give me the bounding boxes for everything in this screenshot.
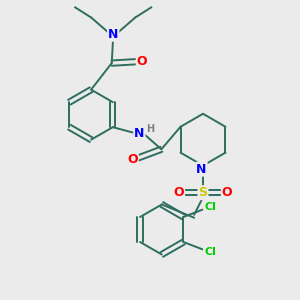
Text: N: N <box>108 28 119 41</box>
Text: S: S <box>199 186 208 199</box>
Text: O: O <box>127 153 138 166</box>
Text: N: N <box>196 163 207 176</box>
Text: O: O <box>137 55 147 68</box>
Text: O: O <box>222 186 232 199</box>
Text: Cl: Cl <box>204 247 216 257</box>
Text: N: N <box>134 127 145 140</box>
Text: Cl: Cl <box>204 202 216 212</box>
Text: O: O <box>173 186 184 199</box>
Text: H: H <box>146 124 154 134</box>
